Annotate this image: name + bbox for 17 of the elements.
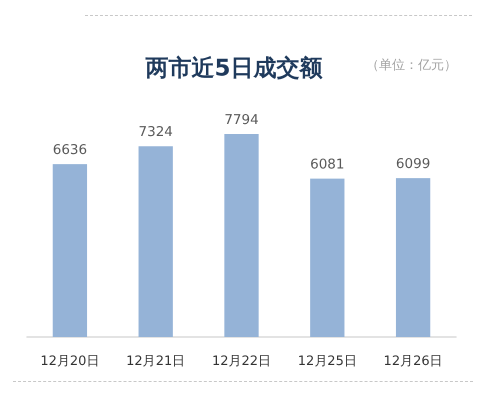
x-tick-label: 12月21日 bbox=[126, 354, 186, 369]
bar bbox=[224, 134, 259, 337]
bar bbox=[396, 178, 430, 337]
x-tick-label: 12月25日 bbox=[298, 354, 357, 369]
data-label: 7324 bbox=[138, 124, 173, 140]
chart-title: 两市近5日成交额 bbox=[144, 54, 324, 82]
bar bbox=[52, 164, 88, 337]
chart-subtitle: （单位：亿元） bbox=[366, 58, 457, 73]
bar bbox=[138, 146, 173, 337]
data-label: 6636 bbox=[52, 142, 88, 158]
bar bbox=[310, 178, 344, 337]
x-tick-label: 12月26日 bbox=[384, 354, 443, 369]
x-tick-label: 12月22日 bbox=[212, 354, 272, 369]
data-label: 7794 bbox=[224, 112, 259, 128]
data-label: 6081 bbox=[310, 156, 344, 173]
x-tick-label: 12月20日 bbox=[40, 354, 100, 369]
data-label: 6099 bbox=[396, 156, 430, 172]
